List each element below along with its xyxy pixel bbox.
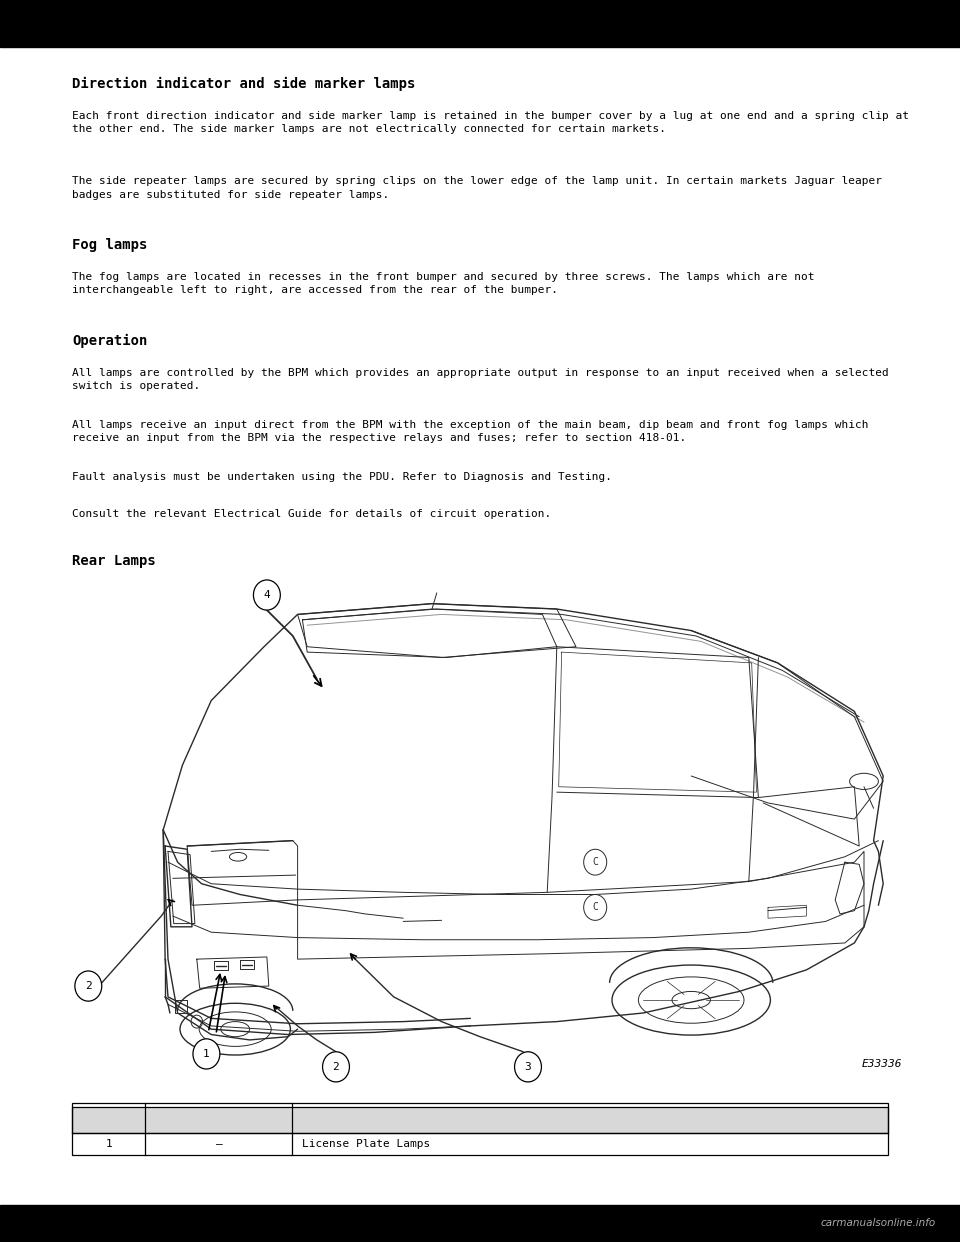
Circle shape [75, 971, 102, 1001]
Text: 4: 4 [263, 590, 271, 600]
Bar [72, 1103, 888, 1155]
Text: C: C [592, 857, 598, 867]
Text: Fog lamps: Fog lamps [72, 238, 148, 252]
Text: 1: 1 [203, 1049, 210, 1059]
Text: All lamps receive an input direct from the BPM with the exception of the main be: All lamps receive an input direct from t… [72, 420, 869, 443]
Circle shape [323, 1052, 349, 1082]
Text: 2: 2 [84, 981, 92, 991]
Text: The fog lamps are located in recesses in the front bumper and secured by three s: The fog lamps are located in recesses in… [72, 272, 814, 296]
Bar [72, 1107, 888, 1133]
Circle shape [253, 580, 280, 610]
Bar [0, 0, 960, 47]
Circle shape [515, 1052, 541, 1082]
Text: I tem: I tem [92, 1115, 126, 1125]
Text: Direction indicator and side marker lamps: Direction indicator and side marker lamp… [72, 77, 416, 91]
Text: 1: 1 [106, 1139, 112, 1149]
Text: Rear Lamps: Rear Lamps [72, 554, 156, 568]
Text: E33336: E33336 [862, 1059, 902, 1069]
Text: Consult the relevant Electrical Guide for details of circuit operation.: Consult the relevant Electrical Guide fo… [72, 509, 551, 519]
Circle shape [193, 1038, 220, 1069]
Bar [0, 1205, 960, 1242]
Text: Fault analysis must be undertaken using the PDU. Refer to Diagnosis and Testing.: Fault analysis must be undertaken using … [72, 472, 612, 482]
Text: Operation: Operation [72, 334, 148, 348]
Text: The side repeater lamps are secured by spring clips on the lower edge of the lam: The side repeater lamps are secured by s… [72, 176, 882, 200]
Text: All lamps are controlled by the BPM which provides an appropriate output in resp: All lamps are controlled by the BPM whic… [72, 368, 889, 391]
Text: 2: 2 [332, 1062, 340, 1072]
Text: C: C [592, 903, 598, 913]
Text: License Plate Lamps: License Plate Lamps [302, 1139, 430, 1149]
Text: Description: Description [553, 1115, 627, 1125]
Text: carmanualsonline.info: carmanualsonline.info [821, 1218, 936, 1228]
Text: Each front direction indicator and side marker lamp is retained in the bumper co: Each front direction indicator and side … [72, 111, 909, 134]
Text: 3: 3 [524, 1062, 532, 1072]
Text: Part Number: Part Number [181, 1115, 256, 1125]
Text: —: — [215, 1139, 223, 1149]
